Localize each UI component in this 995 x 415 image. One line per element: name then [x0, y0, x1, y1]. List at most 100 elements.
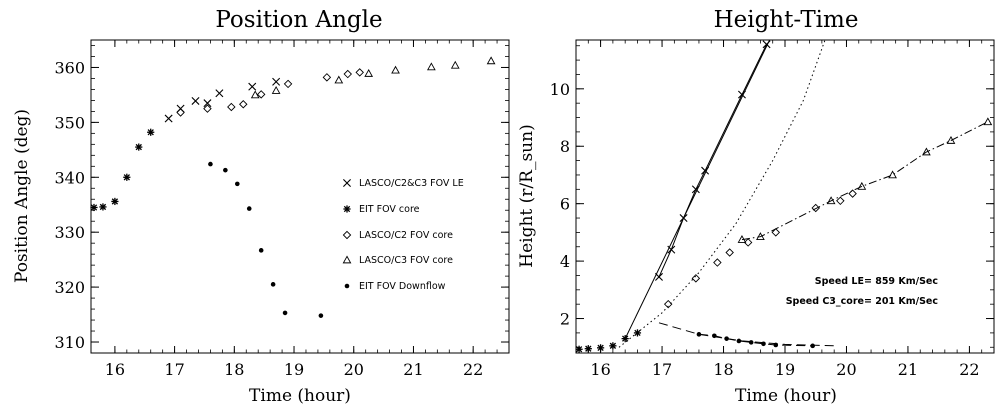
- right-data-point-asterisk: [584, 345, 592, 353]
- right-y-tick-label: 10: [550, 80, 570, 99]
- left-chart-title: Position Angle: [215, 7, 382, 33]
- position-angle-panel: Position Angle 16 17 18 19 20 21 22 310 320 330 34…: [12, 7, 510, 406]
- right-x-tick-label: 20: [836, 360, 856, 379]
- right-data-point-asterisk: [621, 335, 629, 343]
- left-plot-marks: [90, 56, 496, 318]
- right-data-point-triangle: [922, 147, 931, 156]
- right-x-tick-label: 17: [652, 360, 672, 379]
- left-data-point-diamond: [239, 100, 248, 109]
- right-data-point-diamond: [663, 299, 673, 309]
- left-y-tick-label: 350: [54, 113, 85, 132]
- left-x-tick-label: 19: [284, 360, 304, 379]
- left-data-point-x: [164, 114, 173, 123]
- left-x-axis-label: Time (hour): [249, 386, 351, 406]
- right-y-tick-label: 6: [560, 195, 570, 214]
- right-x-tick-label: 21: [898, 360, 918, 379]
- left-data-point-asterisk: [99, 203, 107, 211]
- right-data-point-dot: [696, 332, 702, 337]
- right-x-tick-label: 18: [713, 360, 733, 379]
- legend-label: LASCO/C3 FOV core: [359, 255, 453, 266]
- right-data-point-dot: [748, 340, 754, 345]
- right-x-tick-label: 22: [959, 360, 979, 379]
- right-data-point-dot: [773, 342, 779, 348]
- right-x-tick-label: 16: [590, 360, 610, 379]
- left-x-tick-label: 17: [164, 360, 184, 379]
- left-data-point-diamond: [227, 102, 236, 112]
- left-data-point-triangle: [271, 85, 281, 94]
- legend-label: LASCO/C2&C3 FOV LE: [359, 178, 464, 189]
- legend-symbol-dot: [344, 283, 350, 289]
- left-data-point-diamond: [256, 90, 266, 99]
- left-data-point-x: [203, 99, 212, 108]
- left-data-point-x: [191, 96, 200, 105]
- speed-c3-annotation: Speed C3_core= 201 Km/Sec: [786, 296, 938, 307]
- right-data-point-asterisk: [633, 329, 642, 337]
- right-data-point-diamond: [743, 238, 753, 247]
- right-data-point-x: [701, 166, 710, 175]
- right-x-axis-label: Time (hour): [735, 386, 837, 406]
- speed-le-annotation: Speed LE= 859 Km/Sec: [815, 276, 938, 287]
- legend-symbol-x: [343, 179, 351, 187]
- left-y-axis-label: Position Angle (deg): [12, 109, 32, 283]
- right-data-point-asterisk: [596, 344, 605, 352]
- left-data-point-triangle: [391, 65, 400, 74]
- right-data-point-asterisk: [609, 342, 617, 350]
- left-y-tick-label: 360: [54, 58, 85, 77]
- left-data-point-x: [272, 77, 281, 86]
- left-y-tick-label: 330: [54, 223, 85, 242]
- left-data-point-triangle: [450, 60, 460, 69]
- right-chart-title: Height-Time: [714, 7, 859, 33]
- left-data-point-asterisk: [90, 203, 98, 212]
- right-data-point-triangle: [737, 235, 747, 243]
- right-y-tick-label: 4: [560, 252, 570, 271]
- left-data-point-dot: [282, 310, 288, 316]
- right-data-point-dot: [712, 333, 717, 339]
- legend-symbol-diamond: [342, 230, 352, 240]
- legend-label: LASCO/C2 FOV core: [359, 230, 453, 241]
- right-data-point-dot: [724, 336, 729, 341]
- left-data-point-diamond: [283, 79, 293, 89]
- left-data-point-asterisk: [123, 173, 131, 181]
- right-data-point-x: [679, 214, 688, 223]
- right-data-point-x: [737, 90, 746, 99]
- right-series-line-solid: [624, 39, 771, 339]
- right-plot-marks: [575, 40, 993, 353]
- left-plot-frame: [90, 39, 510, 354]
- right-data-point-dot: [761, 341, 766, 347]
- right-data-point-x: [762, 40, 771, 49]
- right-data-point-diamond: [691, 274, 701, 283]
- right-data-point-triangle: [826, 196, 836, 205]
- left-y-tick-label: 310: [54, 333, 85, 352]
- left-data-point-triangle: [364, 68, 374, 77]
- left-data-point-dot: [246, 206, 252, 211]
- right-data-point-diamond: [713, 258, 722, 267]
- left-x-tick-label: 18: [224, 360, 244, 379]
- left-data-point-triangle: [486, 56, 496, 65]
- left-data-point-diamond: [176, 108, 185, 117]
- right-y-tick-label: 2: [560, 310, 570, 329]
- left-x-tick-label: 22: [463, 360, 483, 379]
- legend-symbol-asterisk: [343, 205, 351, 213]
- right-data-point-triangle: [756, 232, 765, 241]
- left-data-point-dot: [235, 181, 240, 187]
- right-data-point-diamond: [725, 248, 734, 257]
- right-data-point-diamond: [848, 189, 857, 198]
- legend-symbol-triangle: [342, 255, 352, 264]
- right-data-point-asterisk: [575, 345, 583, 353]
- left-data-point-diamond: [343, 69, 353, 79]
- left-axis-ticks: 16 17 18 19 20 21 22 310 320 330 340 350 360: [54, 40, 509, 379]
- left-data-point-asterisk: [135, 143, 143, 151]
- left-data-point-dot: [270, 282, 276, 287]
- right-data-point-dot: [736, 338, 742, 344]
- right-data-point-x: [654, 272, 663, 281]
- left-data-point-dot: [223, 167, 228, 173]
- right-data-point-triangle: [983, 117, 993, 126]
- right-data-point-triangle: [946, 135, 956, 144]
- right-series-line-dotted: [618, 39, 826, 348]
- right-data-point-triangle: [888, 170, 897, 179]
- right-data-point-diamond: [811, 203, 820, 213]
- right-x-tick-label: 19: [775, 360, 795, 379]
- right-data-point-diamond: [836, 196, 845, 206]
